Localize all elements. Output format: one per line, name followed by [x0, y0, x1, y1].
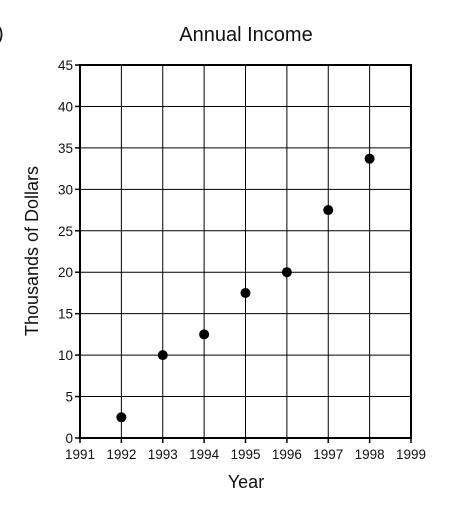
x-axis-label: Year	[228, 472, 264, 492]
y-tick-label: 40	[58, 99, 73, 114]
x-tick-label: 1991	[65, 447, 95, 462]
x-axis-ticks: 1991 1992 1993 1994 1995 1996 1997 1998 1999	[65, 438, 426, 462]
y-tick-label: 10	[58, 348, 73, 363]
y-axis-ticks: 0 5 10 15 20 25 30 35 40 45	[58, 58, 80, 446]
x-tick-label: 1997	[313, 447, 343, 462]
y-tick-label: 45	[58, 58, 73, 73]
data-point	[158, 350, 168, 360]
y-tick-label: 25	[58, 224, 73, 239]
x-tick-label: 1992	[106, 447, 136, 462]
data-point	[199, 329, 209, 339]
y-tick-label: 35	[58, 141, 73, 156]
y-tick-label: 20	[58, 265, 73, 280]
x-tick-label: 1999	[396, 447, 426, 462]
y-tick-label: 15	[58, 307, 73, 322]
data-point	[116, 412, 126, 422]
data-point	[282, 267, 292, 277]
chart-title: Annual Income	[179, 24, 312, 46]
x-tick-label: 1996	[272, 447, 302, 462]
y-tick-label: 5	[65, 390, 73, 405]
y-tick-label: 0	[65, 431, 73, 446]
x-tick-label: 1998	[355, 447, 385, 462]
data-point	[241, 288, 251, 298]
data-point	[365, 154, 375, 164]
y-tick-label: 30	[58, 182, 73, 197]
y-axis-label: Thousands of Dollars	[22, 166, 42, 336]
x-tick-label: 1995	[230, 447, 260, 462]
cropped-figure-label: )	[0, 23, 4, 45]
x-tick-label: 1994	[189, 447, 220, 462]
grid	[80, 65, 411, 438]
x-tick-label: 1993	[148, 447, 178, 462]
data-point	[323, 205, 333, 215]
